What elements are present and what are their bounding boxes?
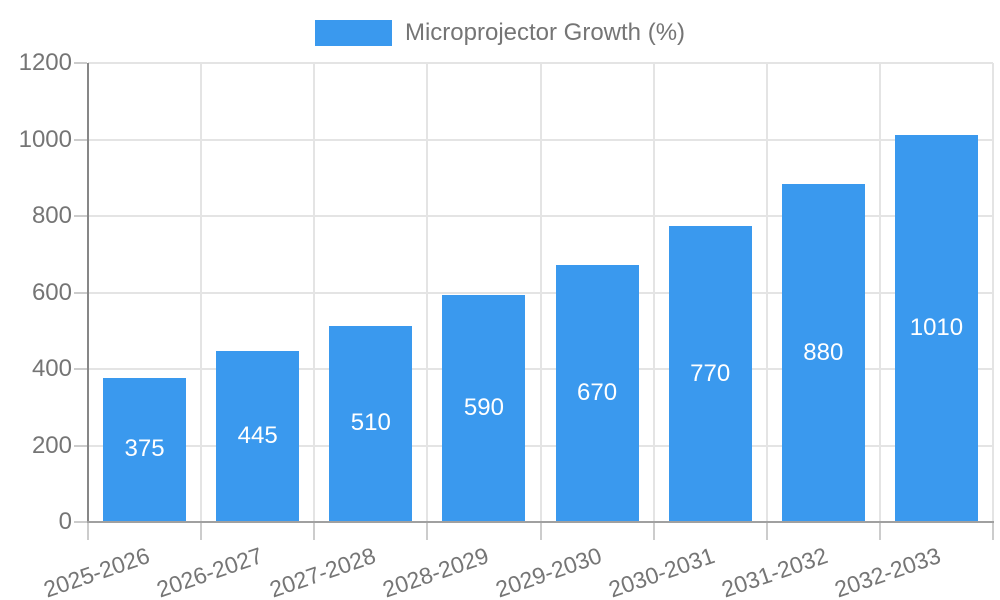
bar-value-label: 1010 [909,313,964,341]
x-axis-label: 2028-2029 [379,542,492,600]
legend[interactable]: Microprojector Growth (%) [0,19,1000,47]
x-axis-tick [539,523,542,540]
bar[interactable] [216,350,300,521]
x-gridline [539,63,542,522]
bar-value-label: 670 [577,378,618,406]
x-axis-label: 2030-2031 [605,542,719,600]
x-gridline [652,63,655,522]
x-axis-tick [200,523,203,540]
x-axis-tick [992,523,994,540]
y-axis-label: 1000 [18,125,72,153]
bar[interactable] [442,295,526,521]
y-axis-label: 600 [31,278,72,306]
bar[interactable] [329,325,413,521]
legend-label: Microprojector Growth (%) [404,19,686,46]
bar[interactable] [781,184,865,521]
x-gridline [765,63,768,522]
x-axis-label: 2031-2032 [718,542,832,600]
bar-value-label: 590 [463,394,504,422]
y-axis-tick [74,368,87,370]
x-gridline [992,63,994,522]
y-axis-tick [74,444,87,447]
bar-value-label: 880 [803,338,844,366]
x-gridline [313,63,316,522]
y-axis-tick [74,521,87,523]
y-axis-label: 0 [58,508,72,535]
y-axis-label: 800 [31,202,72,229]
y-axis-label: 200 [31,431,72,459]
x-axis-label: 2025-2026 [39,542,153,600]
x-axis-label: 2026-2027 [153,542,266,600]
x-axis-tick [313,523,316,540]
x-axis-tick [652,523,655,540]
x-gridline [200,63,203,522]
bar[interactable] [668,226,752,521]
bar-value-label: 375 [124,435,165,463]
y-axis-tick [74,62,87,64]
y-axis-line [87,63,89,523]
x-axis-label: 2027-2028 [266,542,379,600]
bar[interactable] [103,377,187,521]
y-axis-label: 400 [31,355,72,382]
x-axis-label: 2029-2030 [492,542,605,600]
bar-value-label: 510 [350,409,391,437]
bar-value-label: 770 [690,359,731,387]
bar[interactable] [555,264,639,521]
x-axis-tick [765,523,768,540]
x-axis-tick [87,523,89,540]
bar[interactable] [894,134,978,521]
bar-value-label: 445 [237,421,278,449]
y-axis-tick [74,138,87,141]
x-gridline [878,63,881,522]
x-axis-tick [878,523,881,540]
x-axis-tick [426,523,429,540]
x-gridline [426,63,429,522]
x-axis-line [87,521,994,523]
y-axis-label: 1200 [18,49,72,76]
legend-swatch [314,20,392,46]
x-axis-label: 2032-2033 [831,542,945,600]
y-axis-tick [74,291,87,294]
y-axis-tick [74,215,87,217]
